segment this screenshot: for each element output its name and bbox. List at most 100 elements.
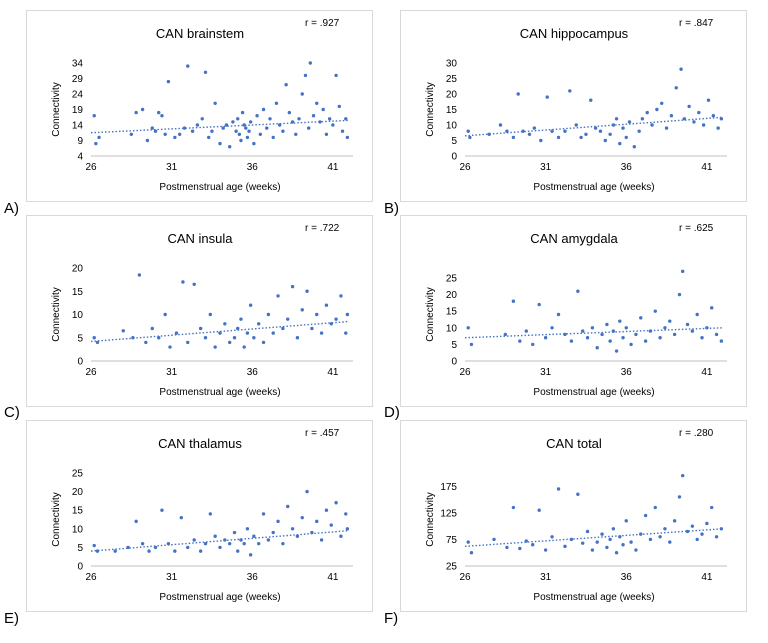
x-axis-label: Postmenstrual age (weeks) (159, 387, 280, 398)
data-point (605, 545, 609, 550)
data-point (321, 107, 325, 112)
data-point (281, 326, 285, 331)
data-point (236, 549, 240, 553)
data-point (340, 129, 345, 133)
data-point (585, 529, 590, 534)
data-point (334, 501, 338, 505)
x-tick-label: 31 (166, 162, 178, 173)
data-point (614, 349, 619, 353)
data-point (469, 342, 474, 347)
data-point (521, 129, 525, 133)
data-point (334, 317, 338, 321)
panel-letter-b: B) (384, 200, 399, 217)
data-point (664, 126, 669, 130)
data-point (600, 532, 604, 536)
data-point (634, 548, 638, 552)
data-point (690, 329, 695, 333)
data-point (700, 532, 704, 536)
data-point (627, 120, 632, 124)
data-point (634, 332, 638, 337)
data-point (527, 132, 532, 136)
x-tick-label: 36 (247, 162, 259, 173)
data-point (581, 329, 585, 333)
r-value-label: r = .847 (679, 18, 714, 29)
y-tick-label: 20 (446, 90, 458, 101)
y-tick-label: 5 (77, 333, 83, 344)
y-tick-label: 0 (77, 357, 83, 368)
x-tick-label: 31 (166, 367, 178, 378)
data-point (563, 129, 567, 133)
x-tick-label: 26 (85, 162, 97, 173)
data-point (252, 336, 256, 340)
chart-title: CAN insula (167, 231, 233, 246)
data-point (295, 336, 300, 340)
y-tick-label: 10 (446, 121, 458, 132)
data-point (203, 70, 208, 74)
data-point (126, 545, 130, 550)
data-point (653, 505, 657, 510)
data-point (714, 332, 719, 337)
y-tick-label: 75 (446, 535, 458, 546)
r-value-label: r = .457 (305, 428, 340, 439)
data-point (680, 269, 685, 274)
data-point (505, 545, 509, 550)
data-point (660, 101, 664, 106)
data-point (276, 519, 280, 524)
data-point (466, 129, 470, 133)
data-point (685, 322, 690, 327)
data-point (576, 492, 580, 496)
data-point (245, 527, 250, 531)
y-axis-label: Connectivity (425, 287, 436, 341)
data-point (324, 508, 329, 512)
data-point (701, 123, 706, 127)
data-point (218, 331, 222, 335)
data-point (663, 527, 667, 531)
data-point (308, 61, 312, 65)
data-point (584, 132, 588, 136)
data-point (537, 302, 541, 307)
data-point (550, 326, 554, 330)
data-point (598, 129, 603, 133)
data-point (468, 135, 472, 140)
x-tick-label: 36 (621, 162, 633, 173)
data-point (563, 544, 567, 549)
data-point (223, 322, 227, 326)
trend-line (464, 528, 724, 548)
data-point (621, 126, 625, 130)
data-point (131, 336, 135, 340)
chart-title: CAN amygdala (530, 231, 618, 246)
data-point (268, 117, 272, 121)
data-point (677, 292, 682, 297)
x-axis-label: Postmenstrual age (weeks) (533, 387, 654, 398)
data-point (531, 543, 535, 547)
data-point (213, 534, 217, 538)
data-point (706, 98, 711, 102)
data-point (569, 537, 574, 542)
data-point (705, 326, 709, 330)
panel-a: CAN brainstem r = .927 4 9 14 19 24 29 34 26 31 36 4… (26, 10, 373, 202)
data-point (305, 289, 309, 293)
data-point (208, 312, 213, 317)
data-point (318, 120, 322, 124)
data-point (710, 505, 714, 510)
data-point (550, 129, 554, 133)
data-point (685, 529, 690, 534)
data-point (511, 299, 516, 303)
data-point (290, 527, 295, 531)
y-tick-label: 19 (72, 105, 84, 116)
data-point (95, 340, 100, 345)
data-point (576, 289, 580, 293)
data-point (339, 534, 343, 538)
y-tick-label: 20 (72, 264, 84, 275)
data-point (290, 120, 295, 124)
scatter-plot-f: CAN total r = .280 25 75 125 175 26 31 36 41 Postm… (425, 428, 727, 603)
r-value-label: r = .927 (305, 18, 340, 29)
data-point (595, 346, 599, 350)
data-point (198, 326, 203, 331)
data-point (556, 135, 561, 140)
y-tick-label: 10 (72, 524, 84, 535)
data-point (150, 326, 154, 331)
data-point (595, 540, 599, 544)
data-point (563, 332, 567, 337)
scatter-plot-a: CAN brainstem r = .927 4 9 14 19 24 29 34 26 31 36 4… (51, 18, 353, 193)
